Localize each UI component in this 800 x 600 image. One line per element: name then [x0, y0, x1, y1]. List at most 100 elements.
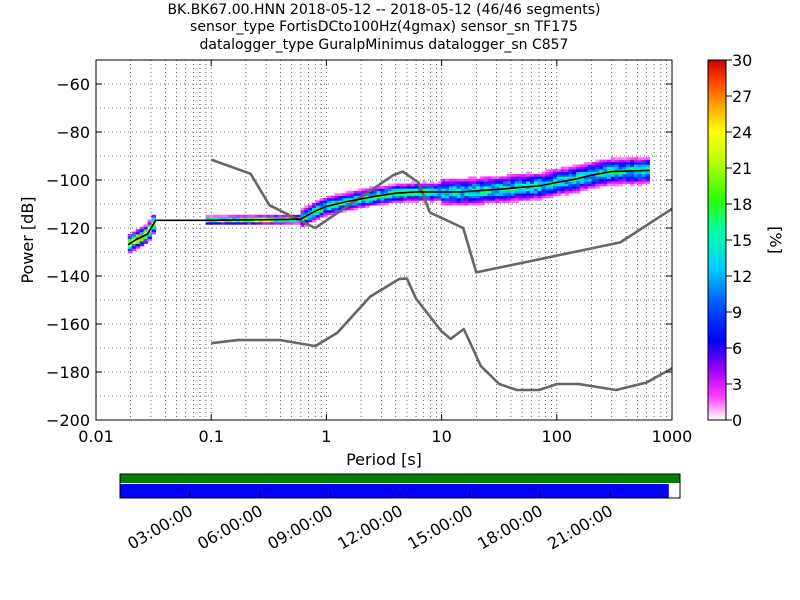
density-cell	[410, 186, 416, 189]
density-cell	[502, 181, 508, 184]
density-cell	[270, 219, 275, 223]
density-cell	[464, 202, 469, 206]
density-cell	[410, 200, 416, 204]
density-cell	[479, 190, 485, 194]
density-cell	[491, 190, 496, 194]
density-cell	[232, 219, 237, 223]
density-cell	[319, 205, 324, 208]
density-cell	[460, 183, 466, 187]
density-cell	[568, 183, 573, 187]
density-cell	[151, 214, 157, 218]
density-cell	[610, 164, 616, 168]
density-cell	[426, 193, 431, 196]
density-cell	[568, 190, 573, 194]
density-cell	[502, 190, 508, 194]
density-cell	[583, 166, 589, 170]
density-cell	[514, 193, 519, 196]
density-cell	[626, 157, 631, 160]
density-cell	[637, 159, 643, 163]
density-cell	[499, 193, 504, 196]
density-cell	[564, 174, 570, 177]
density-cell	[637, 174, 643, 177]
density-cell	[622, 157, 627, 160]
density-cell	[391, 200, 397, 204]
density-cell	[429, 193, 435, 196]
density-cell	[236, 217, 241, 220]
density-cell	[300, 222, 305, 225]
density-cell	[365, 193, 370, 196]
density-cell	[365, 200, 370, 204]
density-cell	[353, 195, 359, 199]
density-cell	[526, 195, 531, 199]
density-cell	[441, 181, 446, 184]
density-cell	[460, 186, 466, 189]
colorbar-tick-label: 27	[732, 87, 752, 106]
density-cell	[151, 224, 157, 228]
density-cell	[372, 198, 378, 201]
density-cell	[270, 214, 275, 218]
density-cell	[266, 222, 271, 225]
density-cell	[580, 186, 585, 189]
density-cell	[599, 183, 604, 187]
density-cell	[491, 183, 496, 187]
density-cell	[361, 200, 366, 204]
density-cell	[319, 212, 324, 216]
density-cell	[641, 174, 647, 177]
density-cell	[475, 200, 481, 204]
density-cell	[437, 193, 442, 196]
density-cell	[441, 186, 446, 189]
density-cell	[308, 205, 313, 208]
density-cell	[510, 181, 516, 184]
density-cell	[518, 178, 523, 182]
density-cell	[135, 229, 141, 232]
density-cell	[300, 214, 305, 218]
timeline-coverage-bar	[120, 484, 669, 498]
density-cell	[456, 193, 462, 196]
density-cell	[452, 195, 458, 199]
density-cell	[553, 169, 558, 172]
density-cell	[537, 193, 543, 196]
density-cell	[334, 210, 340, 213]
density-cell	[572, 164, 577, 168]
x-tick-label: 100	[542, 427, 573, 446]
density-cell	[315, 214, 321, 218]
density-cell	[533, 193, 539, 196]
density-cell	[626, 171, 631, 175]
density-cell	[614, 178, 620, 182]
density-cell	[281, 214, 286, 218]
density-cell	[380, 198, 385, 201]
density-cell	[606, 183, 612, 187]
density-cell	[311, 212, 317, 216]
density-cell	[487, 200, 492, 204]
density-cell	[645, 176, 650, 180]
density-cell	[618, 183, 623, 187]
density-cell	[262, 214, 267, 218]
density-cell	[479, 198, 485, 201]
density-cell	[641, 164, 647, 168]
density-cell	[637, 178, 643, 182]
density-cell	[135, 241, 141, 244]
density-cell	[572, 190, 577, 194]
density-cell	[433, 188, 439, 192]
density-cell	[610, 169, 616, 172]
density-cell	[323, 198, 328, 201]
density-cell	[437, 183, 442, 187]
density-cell	[349, 198, 355, 201]
density-cell	[349, 190, 355, 194]
density-cell	[587, 171, 593, 175]
density-cell	[391, 183, 397, 187]
density-cell	[479, 181, 485, 184]
density-cell	[518, 174, 523, 177]
density-cell	[564, 181, 570, 184]
density-cell	[633, 166, 639, 170]
density-cell	[622, 162, 627, 165]
density-cell	[553, 174, 558, 177]
density-cell	[338, 202, 343, 206]
density-cell	[449, 198, 454, 201]
density-cell	[403, 183, 408, 187]
density-cell	[441, 195, 446, 199]
density-cell	[468, 190, 473, 194]
density-cell	[610, 162, 616, 165]
density-cell	[247, 217, 252, 220]
density-cell	[580, 164, 585, 168]
